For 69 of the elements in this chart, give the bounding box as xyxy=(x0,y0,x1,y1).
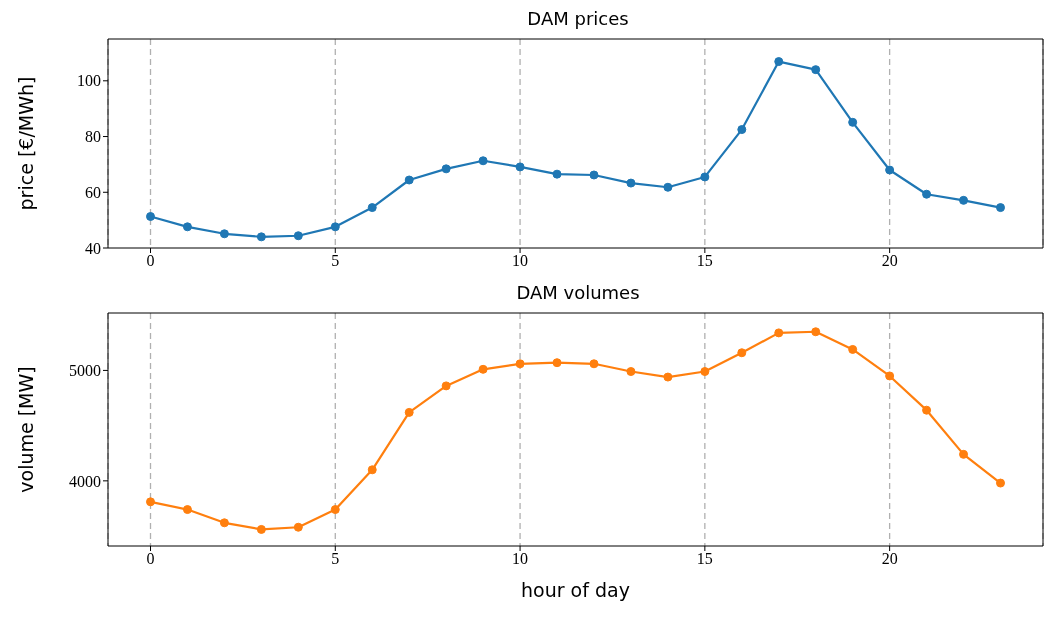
point xyxy=(885,371,895,381)
point xyxy=(737,348,747,358)
point xyxy=(515,162,525,172)
x-tick-label: 10 xyxy=(512,252,529,270)
point xyxy=(219,229,229,239)
point xyxy=(367,465,377,475)
point xyxy=(922,189,932,199)
point xyxy=(478,156,488,166)
chart-title: DAM prices xyxy=(526,8,630,31)
point xyxy=(922,405,932,415)
point xyxy=(367,203,377,213)
x-tick-label: 5 xyxy=(331,252,340,270)
point xyxy=(515,359,525,369)
x-tick-label: 0 xyxy=(146,550,155,568)
point xyxy=(848,344,858,354)
point xyxy=(737,125,747,135)
y-tick-label: 4000 xyxy=(69,472,101,490)
point xyxy=(441,381,451,391)
point xyxy=(700,367,710,377)
point xyxy=(589,359,599,369)
y-tick-label: 80 xyxy=(85,128,101,146)
x-axis-title: hour of day xyxy=(521,579,630,602)
point xyxy=(293,522,303,532)
point xyxy=(404,407,414,417)
point xyxy=(885,165,895,175)
point xyxy=(663,372,673,382)
point xyxy=(182,505,192,515)
point xyxy=(626,178,636,188)
point xyxy=(219,518,229,528)
point xyxy=(626,367,636,377)
x-tick-label: 0 xyxy=(146,252,155,270)
point xyxy=(959,195,969,205)
point xyxy=(404,175,414,185)
x-tick-label: 15 xyxy=(696,550,713,568)
point xyxy=(552,169,562,179)
x-tick-label: 10 xyxy=(512,550,529,568)
y-axis-title: volume [MW] xyxy=(14,366,37,493)
x-tick-label: 20 xyxy=(881,252,898,270)
x-tick-label: 15 xyxy=(696,252,713,270)
point xyxy=(848,117,858,127)
point xyxy=(959,449,969,459)
point xyxy=(700,172,710,182)
point xyxy=(774,57,784,67)
point xyxy=(182,222,192,232)
point xyxy=(996,478,1005,488)
point xyxy=(478,364,488,374)
point xyxy=(256,232,266,242)
point xyxy=(293,231,303,241)
point xyxy=(146,212,155,222)
point xyxy=(996,203,1005,213)
point xyxy=(774,328,784,338)
point xyxy=(330,222,340,232)
y-tick-label: 40 xyxy=(85,239,101,257)
point xyxy=(441,164,451,174)
x-tick-label: 20 xyxy=(881,550,898,568)
point xyxy=(589,170,599,180)
point xyxy=(256,524,266,534)
point xyxy=(811,65,821,75)
point xyxy=(663,182,673,192)
y-tick-label: 100 xyxy=(77,72,101,90)
x-tick-label: 5 xyxy=(331,550,340,568)
y-tick-label: 60 xyxy=(85,183,101,201)
point xyxy=(552,358,562,368)
point xyxy=(811,327,821,337)
y-tick-label: 5000 xyxy=(69,362,101,380)
y-axis-title: price [€/MWh] xyxy=(14,76,37,211)
point xyxy=(330,505,340,515)
chart-title: DAM volumes xyxy=(515,282,641,305)
point xyxy=(146,497,155,507)
